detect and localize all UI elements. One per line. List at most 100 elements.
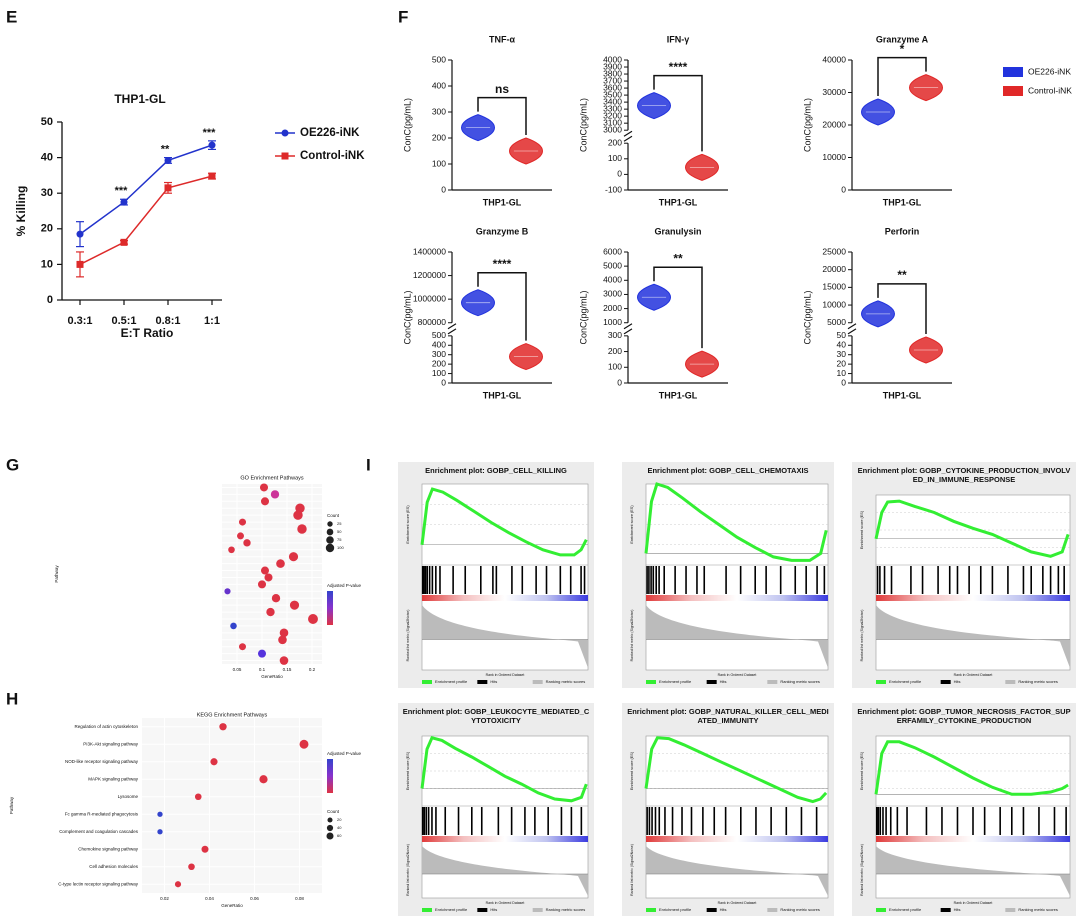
dot [188,863,195,871]
dot [257,649,267,658]
significance: *** [115,185,129,197]
legend-swatch [706,908,717,912]
plot-title: Enrichment plot: GOBP_TUMOR_NECROSIS_FAC… [857,707,1071,725]
y-tick-label: 30000 [822,87,846,97]
y-tick-label: 0 [841,184,846,194]
y-tick-label: NOD-like receptor signaling pathway [65,759,139,764]
y-axis-label: % Killing [14,186,28,237]
es-curve [644,482,828,562]
dot [297,524,307,534]
panel-label: F [398,7,408,26]
rank-strip [876,836,1070,842]
axis-break [623,130,633,137]
x-tick-label: 0.8:1 [155,315,180,327]
y-tick-label: 3600 [603,82,622,92]
y-axis-label: Ranked list metric (Signal2Noise) [860,610,864,662]
plot-title: KEGG Enrichment Pathways [197,712,268,718]
plot-area [421,483,589,671]
y-tick-label: 4000 [603,54,622,64]
y-tick-label: 3000 [603,124,622,134]
legend-label: 60 [337,833,342,838]
rank-strip [876,595,1070,601]
y-tick-label: 400 [432,80,446,90]
plot-title: Enrichment plot: GOBP_LEUKOCYTE_MEDIATED… [402,707,590,725]
axis-break [447,323,457,330]
dot [201,845,209,853]
y-axis-label: ConC(pg/mL) [578,290,588,344]
dot [278,635,287,645]
legend-swatch [940,680,951,684]
legend-dot [326,536,334,544]
y-axis-label: Enrichment score (ES) [860,510,864,549]
x-axis-label: Rank in Ordered Dataset [718,673,757,677]
legend-swatch [532,680,543,684]
y-tick-label: 50 [837,330,847,340]
dot [257,580,267,589]
legend-label: Ranking metric scores [1018,907,1058,912]
y-tick-label: 2000 [603,303,622,313]
legend-swatch [767,680,778,684]
significance: **** [493,257,512,271]
legend-label: 50 [337,529,342,534]
legend-label: 100 [337,545,344,550]
y-tick-label: Fc gamma R-mediated phagocytosis [65,811,139,816]
y-axis-label: Ranked list metric (Signal2Noise) [630,844,634,896]
x-axis-label: GeneRatio [261,674,283,679]
y-tick-label: 3800 [603,68,622,78]
legend-label: Ranking metric scores [780,907,820,912]
y-tick-label: Lysosome [118,794,139,799]
dot [260,497,270,506]
point [120,238,128,246]
y-tick-label: 20000 [822,264,846,274]
y-tick-label: 25000 [822,246,846,256]
y-tick-label: 3900 [603,61,622,71]
dot [238,643,247,651]
y-tick-label: 200 [432,132,446,142]
colorbar [327,591,333,625]
y-axis-label: Pathway [9,796,14,814]
ranking-metric [422,605,588,668]
legend-dot [325,543,335,553]
dot [210,758,218,766]
plot-title: Granulysin [654,226,701,236]
legend-title: Count [327,809,340,814]
x-tick-label: 0.08 [295,896,304,901]
y-tick-label: 30 [41,187,53,199]
x-tick-label: 0.5:1 [111,315,136,327]
panel-label: I [366,455,371,474]
es-curve [874,499,1070,558]
dot [293,510,303,520]
y-tick-label: 40 [837,340,847,350]
y-tick-label: 1000 [603,317,622,327]
dot [271,594,281,603]
significance: **** [669,60,688,74]
plot-title: IFN-γ [667,34,690,44]
dot [308,614,318,624]
legend-title: Adjusted P-value [327,751,362,756]
legend-marker [281,129,289,137]
significance: * [900,42,905,56]
y-tick-label: 5000 [827,317,846,327]
rank-strip [646,836,828,842]
legend-dot [326,528,334,536]
legend-label: Enrichment profile [889,907,922,912]
y-tick-label: -100 [605,184,622,194]
legend-swatch [477,908,488,912]
es-curve [420,736,588,803]
legend-swatch [1005,680,1016,684]
dot [259,483,269,492]
point [164,184,172,192]
ranking-metric [876,846,1070,896]
legend-swatch [767,908,778,912]
legend-swatch [646,908,656,912]
legend-label: 40 [337,825,342,830]
y-axis-label: Ranked list metric (Signal2Noise) [630,610,634,662]
point [76,230,84,238]
y-axis-label: ConC(pg/mL) [402,98,412,152]
x-tick-label: 0.04 [205,896,214,901]
significance: ** [897,268,907,282]
significance: *** [203,127,217,139]
significance: ns [495,82,509,96]
legend-label: Control-iNK [300,150,365,162]
dot [174,881,182,888]
